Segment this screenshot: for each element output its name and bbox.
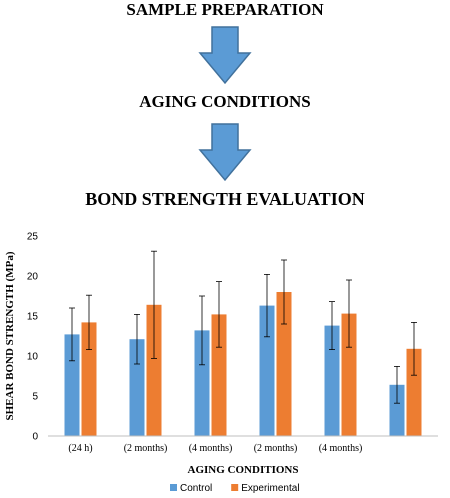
- x-axis-title: AGING CONDITIONS: [188, 464, 299, 476]
- bar-control: [389, 384, 405, 436]
- bars: [64, 292, 422, 436]
- bar-experimental: [406, 348, 422, 436]
- bar-control: [194, 330, 210, 436]
- legend-label-experimental: Experimental: [241, 483, 299, 494]
- x-tick-label: (24 h): [68, 443, 92, 454]
- down-arrow-icon: [198, 123, 252, 182]
- x-axis-ticks: (24 h) (2 months) (4 months) (2 months) (4 m…: [68, 443, 362, 454]
- x-tick-label: (4 months): [189, 443, 233, 454]
- y-tick-label: 10: [27, 352, 39, 363]
- legend-swatch-experimental: [231, 484, 239, 491]
- bar-experimental: [211, 314, 227, 436]
- bar-control: [64, 334, 80, 436]
- step-title-sample-preparation: SAMPLE PREPARATION: [126, 0, 324, 19]
- y-tick-label: 15: [27, 312, 39, 323]
- y-tick-label: 25: [27, 232, 39, 243]
- legend: Control Experimental: [170, 483, 300, 494]
- y-axis-ticks: 0 5 10 15 20 25: [27, 232, 39, 443]
- x-tick-label: (4 months): [319, 443, 363, 454]
- bar-experimental: [341, 313, 357, 436]
- bar-control: [324, 325, 340, 436]
- x-tick-label: (2 months): [124, 443, 168, 454]
- step-title-bond-strength-evaluation: BOND STRENGTH EVALUATION: [85, 189, 365, 209]
- arrow-shape: [198, 123, 252, 182]
- x-tick-label: (2 months): [254, 443, 298, 454]
- arrow-shape: [198, 26, 252, 85]
- error-bars: [69, 250, 417, 404]
- y-tick-label: 0: [32, 432, 38, 443]
- bar-experimental: [276, 292, 292, 436]
- legend-label-control: Control: [180, 483, 212, 494]
- bar-control: [129, 339, 145, 436]
- legend-swatch-control: [170, 484, 177, 491]
- bar-experimental: [146, 304, 162, 436]
- step-title-aging-conditions: AGING CONDITIONS: [139, 92, 311, 111]
- bar-experimental: [81, 322, 97, 436]
- bar-control: [259, 305, 275, 436]
- shear-bond-strength-chart: 0 5 10 15 20 25 (24 h) (2 months) (4 months) (2 …: [4, 232, 438, 494]
- y-tick-label: 20: [27, 272, 39, 283]
- y-tick-label: 5: [32, 392, 38, 403]
- y-axis-title: SHEAR BOND STRENGTH (MPa): [4, 251, 16, 420]
- down-arrow-icon: [198, 26, 252, 85]
